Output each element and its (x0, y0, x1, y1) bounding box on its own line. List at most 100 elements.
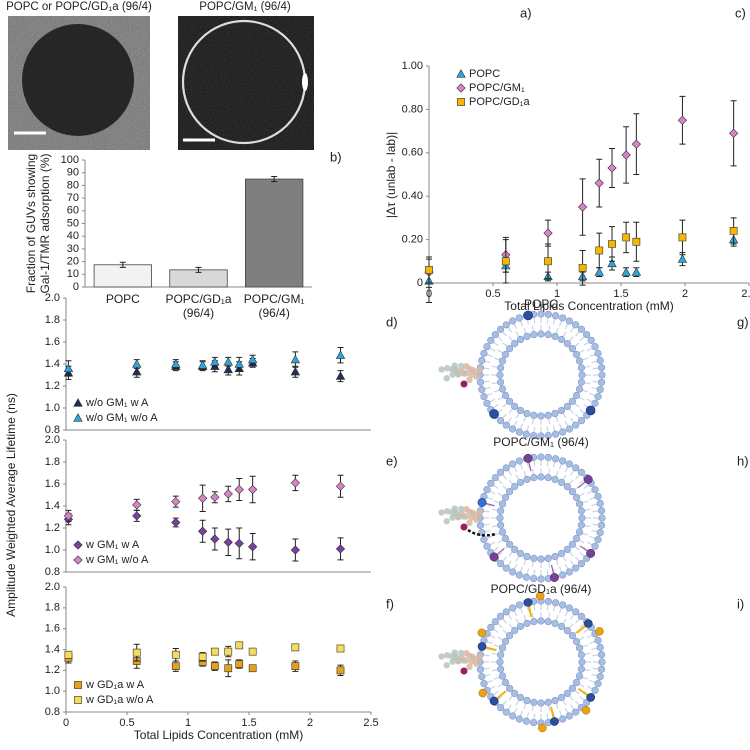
lipid-head (537, 453, 545, 461)
lipid-head (478, 672, 486, 681)
lipid-head (498, 500, 507, 508)
bar (93, 264, 152, 288)
lipid-head (483, 542, 491, 550)
gm1 (477, 497, 487, 507)
marker (171, 517, 181, 528)
y-axis-label: Amplitude Weighted Average Lifetime (ns) (4, 393, 18, 617)
marker (595, 246, 604, 255)
marker (197, 360, 208, 369)
marker (631, 139, 641, 149)
marker (290, 545, 300, 555)
protein-blob (458, 505, 465, 513)
lipid-head (523, 475, 531, 484)
liposome-diagram (438, 310, 606, 440)
marker (171, 496, 181, 507)
protein-blob (449, 658, 456, 665)
y-tick-label: 2.0 (45, 581, 60, 593)
lipid-head (511, 689, 519, 698)
lipid-head (572, 321, 580, 329)
lipid-head (575, 644, 584, 652)
lipid-head (591, 343, 599, 351)
marker (132, 648, 141, 657)
lipid-head (509, 604, 517, 612)
lipid-head (591, 686, 599, 694)
lipid-head (498, 385, 507, 393)
lipid-head (557, 406, 566, 415)
lipid-head (577, 612, 586, 620)
lipid-head (551, 475, 559, 484)
lipid-head (496, 560, 505, 568)
lipid-head (511, 545, 519, 554)
lipid-head (565, 712, 573, 720)
lipid-head (491, 617, 499, 626)
lipid-head (523, 332, 531, 341)
protein-blob (466, 376, 473, 384)
lipid-head (530, 331, 538, 339)
marker (235, 660, 244, 668)
lipid-head (572, 564, 580, 572)
gm1 (523, 453, 533, 463)
marker (248, 542, 258, 552)
marker (729, 128, 739, 138)
lipid-head (530, 554, 538, 562)
y-tick-label: 1.0 (45, 544, 60, 556)
lipid-head (557, 335, 566, 344)
marker (578, 263, 587, 272)
marker (335, 371, 346, 380)
bright-spot (302, 73, 308, 91)
lipid-head (568, 345, 577, 353)
lipid-head (559, 601, 567, 609)
marker (234, 484, 244, 495)
protein-blob (472, 655, 479, 662)
protein-blob (466, 519, 473, 527)
lipid-head (596, 499, 604, 508)
x-tick-label: (96/4) (183, 306, 214, 320)
legend-label: POPC/GM₁ (469, 82, 525, 94)
lipid-head (523, 409, 531, 418)
marker (132, 366, 142, 376)
marker (677, 115, 688, 125)
legend-label: POPC/GD₁a (469, 96, 530, 108)
lipid-head (563, 626, 571, 635)
gm1 (583, 475, 593, 484)
marker (336, 644, 345, 653)
bar (245, 178, 304, 288)
x-tick-label: 1.5 (613, 288, 628, 300)
y-tick-label: 0.8 (45, 424, 60, 436)
protein-blob (472, 511, 479, 518)
lipid-head (478, 385, 486, 394)
marker (594, 178, 604, 188)
gd1a (538, 723, 547, 733)
marker (247, 354, 258, 364)
lipid-head (497, 507, 505, 515)
gd1a (595, 627, 604, 636)
lipid-head (483, 399, 491, 407)
protein-blob (449, 371, 456, 378)
lipid-head (575, 357, 584, 365)
y-tick-label: 1.4 (45, 500, 60, 512)
marker (248, 484, 258, 495)
lipid-head (501, 350, 510, 359)
lipid-head (496, 325, 505, 333)
lipid-head (505, 540, 514, 548)
lipid-head (498, 357, 507, 365)
lipid-head (544, 618, 552, 626)
lipid-head (505, 684, 514, 692)
y-tick-label: 1.6 (45, 336, 60, 348)
lipid-head (578, 514, 586, 522)
lipid-head (509, 568, 517, 576)
lipid-head (544, 411, 552, 419)
lipid-head (575, 500, 584, 508)
dye (586, 693, 595, 702)
lipid-head (572, 708, 580, 716)
y-tick-label: 50 (67, 217, 79, 229)
legend-marker (73, 398, 83, 407)
lipid-head (516, 693, 525, 702)
lipid-head (496, 371, 504, 379)
marker (621, 267, 631, 276)
lipid-head (551, 312, 560, 320)
lipid-head (596, 672, 604, 681)
lipid-head (497, 665, 505, 673)
marker (336, 666, 345, 675)
lipid-head (557, 622, 566, 631)
